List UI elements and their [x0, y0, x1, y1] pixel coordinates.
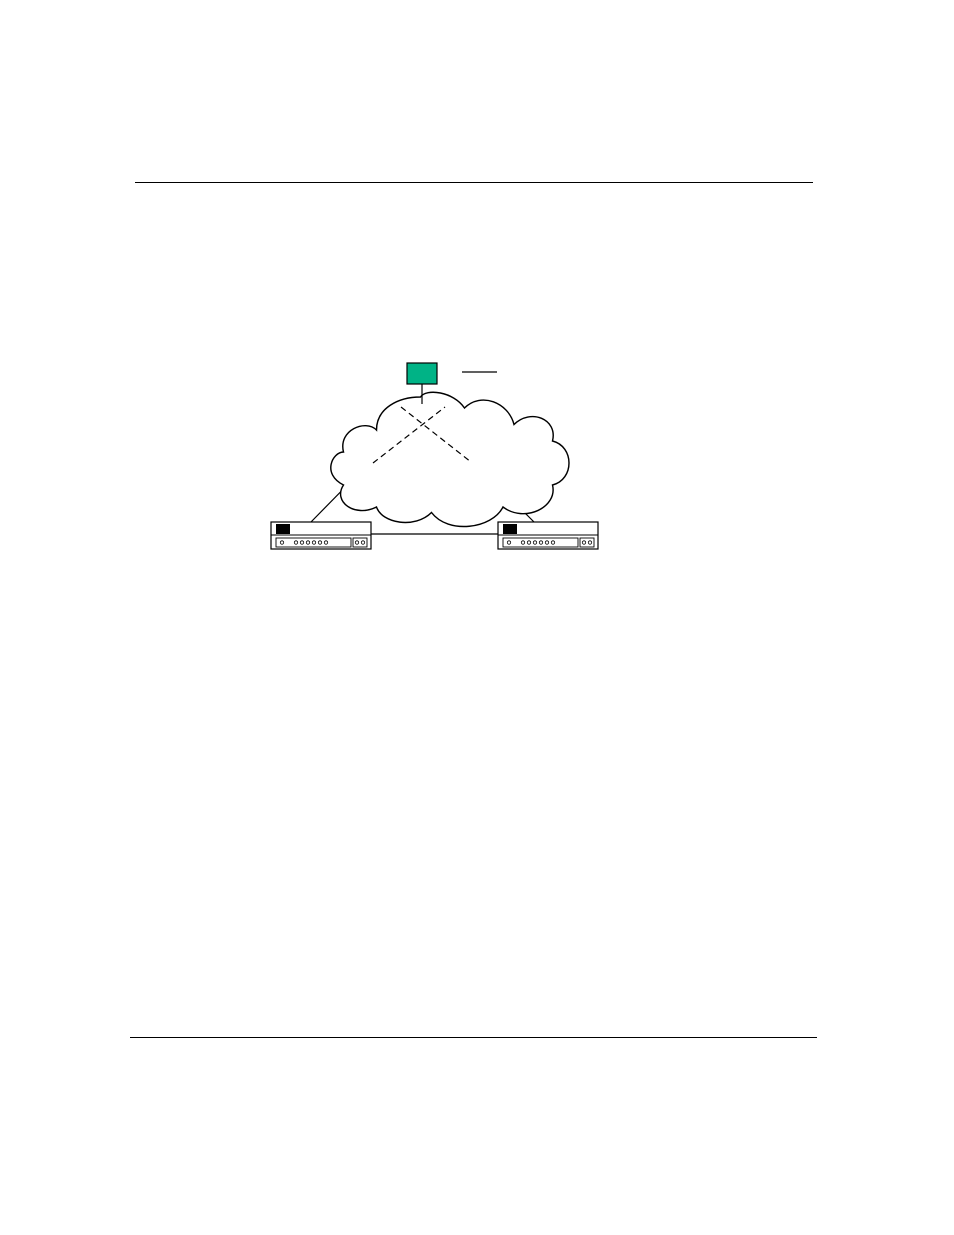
- top-rule: [135, 182, 813, 183]
- page: [0, 0, 954, 1235]
- bottom-rule: [130, 1037, 817, 1038]
- network-diagram: [255, 355, 615, 560]
